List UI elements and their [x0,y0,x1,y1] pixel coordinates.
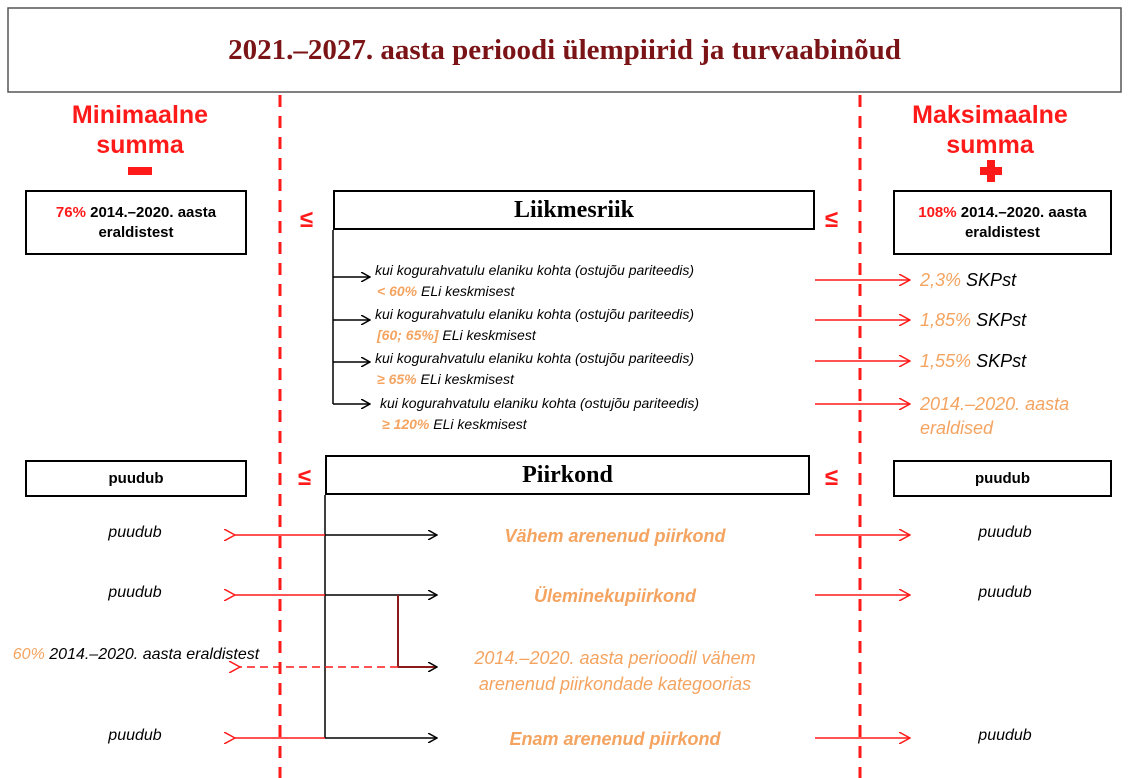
condition-text: kui kogurahvatulu elaniku kohta (ostujõu… [375,262,695,278]
min-text: puudub [108,584,162,601]
max-header: Maksimaalne summa [912,101,1068,159]
cap: 1,55% SKPst [920,349,1110,373]
suffix: ELi keskmisest [420,371,514,387]
text: 2014.–2020. aasta eraldistest [90,203,217,241]
max-box: 108% 2014.–2020. aasta eraldistest [893,190,1112,255]
min-header: Minimaalne summa [71,101,209,159]
condition-line: < 60% ELi keskmisest [377,283,514,299]
leq: ≤ [300,206,314,233]
cap: 2,3% SKPst [920,268,1110,292]
condition-line: [60; 65%] ELi keskmisest [377,327,536,343]
cap-value: 1,55% [920,351,972,371]
max-text: puudub [978,727,1032,744]
min-text: puudub [108,524,162,541]
cap-text: SKPst [966,270,1017,290]
region-min-box: puudub [25,460,247,497]
threshold: ≥ 120% [382,416,430,432]
region-box: Piirkond [325,455,810,495]
region-name: 2014.–2020. aasta perioodil vähem arenen… [474,648,756,694]
region-max-box: puudub [893,460,1112,497]
threshold: < 60% [377,283,418,299]
text: 2014.–2020. aasta eraldistest [49,646,260,663]
condition-line: ≥ 120% ELi keskmisest [382,416,527,432]
leq: ≤ [825,464,839,491]
plus-icon [987,160,995,182]
cap-value: 2,3% [920,270,962,290]
condition-line: ≥ 65% ELi keskmisest [377,371,514,387]
cap-arrows [235,280,910,738]
threshold: ≥ 65% [377,371,417,387]
max-text: puudub [978,524,1032,541]
suffix: ELi keskmisest [420,283,515,299]
cap: 2014.–2020. aasta eraldised [920,392,1110,440]
condition-text: kui kogurahvatulu elaniku kohta (ostujõu… [375,306,695,322]
cap-value: 1,85% [920,310,972,330]
leq: ≤ [825,206,839,233]
leq: ≤ [298,464,312,491]
cap: 1,85% SKPst [920,308,1110,332]
cap-text: SKPst [976,310,1027,330]
min-text: puudub [108,727,162,744]
region-name: Enam arenenud piirkond [509,729,721,749]
minus-icon [128,167,152,175]
cap-value: 2014.–2020. aasta eraldised [920,394,1070,438]
condition-text: kui kogurahvatulu elaniku kohta (ostujõu… [375,350,695,366]
min-box-text: 76% 2014.–2020. aasta eraldistest [27,203,245,243]
title-box [7,7,1122,93]
text: 2014.–2020. aasta eraldistest [960,203,1087,241]
max-text: puudub [978,584,1032,601]
threshold: [60; 65%] [377,327,439,343]
cap-text: SKPst [976,351,1027,371]
condition-text: kui kogurahvatulu elaniku kohta (ostujõu… [380,395,700,411]
bracket [397,595,437,667]
highlight: 76% [55,203,86,221]
max-box-text: 108% 2014.–2020. aasta eraldistest [913,203,1092,243]
region-name: Vähem arenenud piirkond [504,526,726,546]
suffix: ELi keskmisest [442,327,536,343]
min-box: 76% 2014.–2020. aasta eraldistest [25,190,247,255]
region-name: Üleminekupiirkond [533,586,697,606]
highlight: 108% [918,203,957,221]
title: 2021.–2027. aasta perioodi ülempiirid ja… [228,33,901,66]
min-text: 60% 2014.–2020. aasta eraldistest [0,643,272,667]
suffix: ELi keskmisest [433,416,527,432]
member-state-box: Liikmesriik [333,190,815,230]
highlight: 60% [12,646,45,663]
